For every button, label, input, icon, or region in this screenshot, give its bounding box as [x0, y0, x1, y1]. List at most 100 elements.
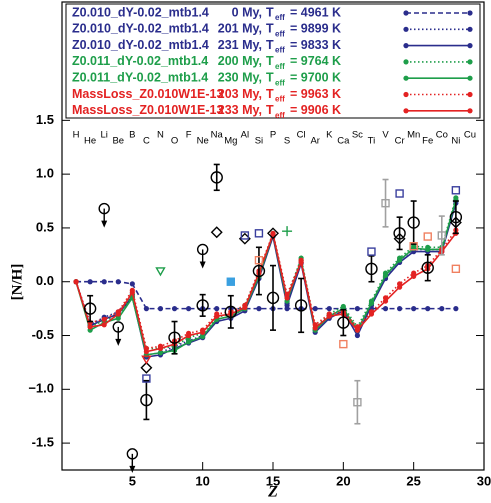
y-tick-label: -1.5 [32, 435, 54, 450]
y-tick-label: 1.0 [36, 166, 54, 181]
element-label: K [326, 130, 333, 141]
upper-limit [98, 202, 110, 228]
legend-age: 0 My, [232, 5, 262, 19]
element-label: Si [255, 136, 263, 147]
model-point [312, 325, 318, 331]
legend-teff-symbol: T [266, 22, 274, 36]
element-label: Mg [224, 136, 237, 147]
legend-teff-subscript: eff [275, 78, 285, 87]
observed-point [421, 261, 434, 274]
observed-point [210, 226, 223, 239]
observed-point [252, 264, 266, 278]
model-point [298, 259, 304, 265]
observed-point [451, 186, 461, 195]
observed-point [267, 227, 279, 240]
legend-teff: = 9899 K [290, 22, 341, 36]
y-tick-label: 0.0 [36, 273, 54, 288]
model-point [115, 279, 121, 285]
model-point [186, 332, 192, 339]
model-point [200, 329, 206, 335]
legend-age: 230 My, [218, 70, 262, 84]
observed-point [353, 398, 362, 407]
legend-marker [403, 10, 409, 16]
legend-marker [403, 26, 409, 32]
legend-teff: = 9700 K [290, 70, 341, 84]
model-point [368, 300, 375, 306]
model-point [171, 306, 178, 312]
legend-marker [403, 59, 409, 65]
legend-teff-symbol: T [266, 38, 274, 52]
model-point [115, 311, 121, 317]
legend-age: 203 My, [218, 87, 262, 101]
observed-point [449, 210, 463, 224]
x-tick-label: 10 [195, 473, 209, 488]
observed-point [155, 267, 166, 277]
element-label: Cr [395, 136, 405, 147]
observed-point [254, 256, 264, 265]
model-point [186, 339, 192, 345]
observed-point [140, 361, 153, 374]
observed-point [168, 331, 181, 344]
model-point [354, 306, 360, 312]
model-point [143, 349, 149, 355]
legend-age: 231 My, [218, 38, 262, 52]
x-tick-label: 5 [129, 473, 136, 488]
y-tick-label: -0.5 [32, 327, 54, 342]
element-label: Ni [451, 136, 460, 147]
upper-limit [126, 448, 139, 473]
legend-name: MassLoss_Z0.010W1E-13 [72, 87, 224, 101]
observed-point [381, 198, 390, 208]
model-point [87, 279, 93, 285]
legend-teff: = 9963 K [290, 87, 341, 101]
model-point [115, 315, 121, 321]
model-point [425, 246, 431, 253]
legend-marker [467, 10, 473, 16]
legend-name: Z0.011_dY-0.02_mtb1.4 [72, 70, 208, 84]
model-point [397, 284, 403, 290]
observed-point [437, 231, 446, 240]
observed-point [395, 189, 404, 198]
observed-point [367, 247, 376, 256]
element-label: O [171, 136, 178, 147]
observed-point [365, 262, 378, 276]
element-label: Ca [337, 136, 350, 147]
observed-point [449, 216, 462, 229]
upper-limit [196, 243, 209, 269]
observed-point [266, 291, 280, 305]
element-label: Co [436, 130, 448, 141]
model-point [157, 306, 164, 312]
model-point [157, 345, 164, 352]
model-point [284, 295, 290, 301]
observed-point [423, 232, 432, 241]
model-point [101, 316, 107, 322]
model-point [312, 306, 318, 312]
legend-marker [403, 75, 409, 81]
model-point [87, 324, 93, 330]
model-point [382, 298, 389, 304]
model-point [284, 302, 290, 308]
legend-marker [467, 43, 473, 49]
model-point [129, 289, 135, 296]
observed-point [140, 393, 153, 407]
y-tick-label: −1.0 [28, 381, 54, 396]
model-line [75, 231, 457, 353]
observed-point [339, 339, 348, 349]
model-point [143, 306, 149, 312]
upper-limit [112, 321, 124, 346]
legend-marker [467, 91, 473, 98]
model-point [73, 279, 79, 285]
observed-point [240, 231, 250, 240]
observed-point [393, 227, 406, 240]
element-label: F [186, 130, 192, 141]
observed-point [282, 226, 293, 237]
legend-teff-subscript: eff [275, 13, 285, 22]
model-point [425, 306, 431, 312]
legend-teff-subscript: eff [275, 95, 285, 104]
model-point [129, 281, 135, 287]
element-label: Li [100, 130, 107, 141]
element-label: C [143, 136, 150, 147]
legend-teff-subscript: eff [275, 29, 285, 38]
legend-name: Z0.010_dY-0.02_mtb1.4 [72, 38, 209, 52]
legend-age: 233 My, [218, 103, 262, 117]
model-point [326, 306, 332, 312]
